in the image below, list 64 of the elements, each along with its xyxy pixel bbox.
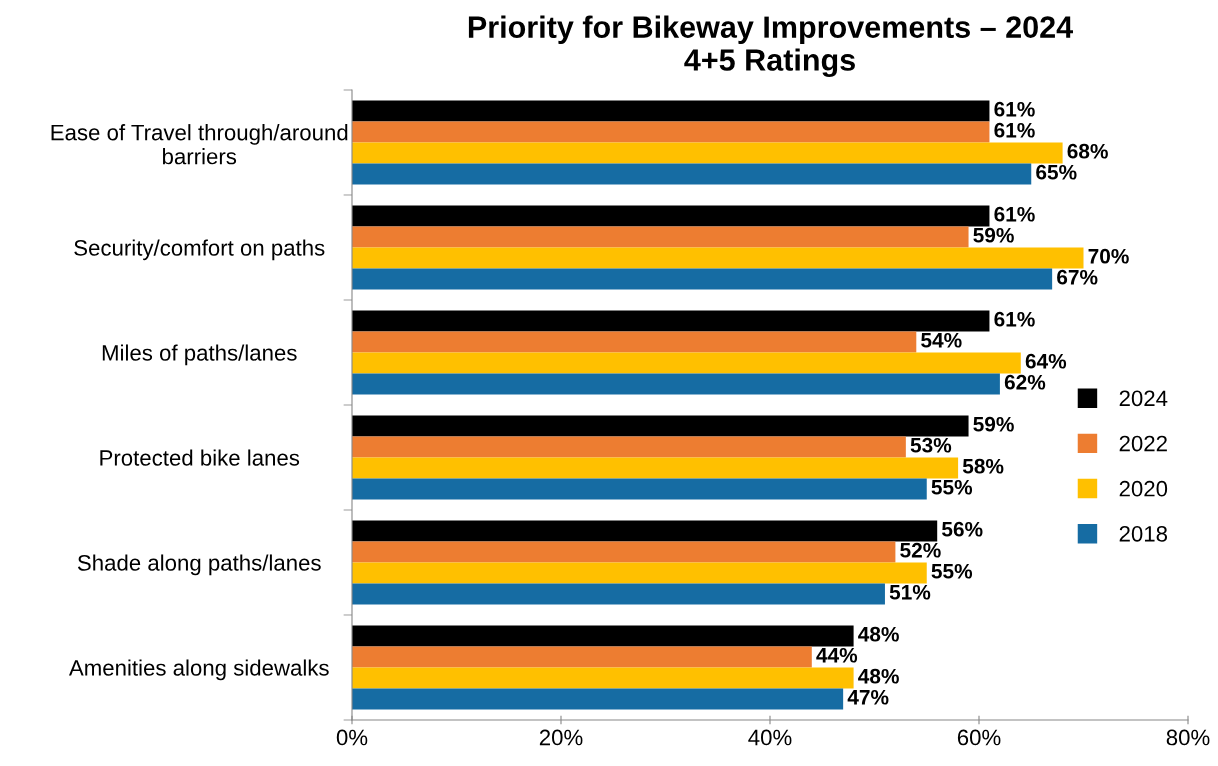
data-label: 61% <box>994 311 1035 327</box>
legend-label: 2022 <box>1119 435 1167 452</box>
y-tick-label: Protected bike lanes <box>100 449 300 466</box>
bar <box>352 478 927 500</box>
bar <box>352 688 844 710</box>
y-tick-label: Miles of paths/lanes <box>102 344 297 366</box>
bar <box>352 457 959 479</box>
bar <box>352 625 854 647</box>
legend-label: 2024 <box>1119 390 1168 407</box>
data-label: 65% <box>1036 164 1077 180</box>
bar <box>352 163 1032 185</box>
chart-title: Priority for Bikeway Improvements – 2024 4+5 Ratings <box>468 15 1073 78</box>
x-tick-label: 60% <box>957 729 1001 746</box>
data-label: 51% <box>889 584 931 600</box>
bar <box>352 268 1053 290</box>
data-label: 62% <box>1004 374 1046 390</box>
bar <box>352 121 990 143</box>
bar <box>352 667 854 689</box>
x-tick-label: 0% <box>336 729 368 746</box>
x-tick-label: 20% <box>539 729 583 746</box>
bar <box>352 541 896 563</box>
bar <box>352 562 927 584</box>
legend-label: 2018 <box>1119 525 1168 542</box>
data-label: 58% <box>962 458 1004 474</box>
bar <box>352 583 885 605</box>
bar <box>352 415 969 437</box>
data-label: 59% <box>973 227 1014 243</box>
data-label: 55% <box>931 479 973 495</box>
y-tick-label: Security/comfort on paths <box>74 239 325 261</box>
data-label: 68% <box>1067 143 1108 159</box>
bar <box>352 205 990 227</box>
data-label: 52% <box>900 542 941 558</box>
bar <box>352 646 812 668</box>
data-label: 44% <box>816 647 858 663</box>
bar <box>352 520 938 542</box>
data-label: 67% <box>1057 269 1098 285</box>
bar <box>352 100 990 122</box>
bar <box>352 310 990 332</box>
data-label: 64% <box>1025 353 1067 369</box>
x-tick-label: 40% <box>748 729 792 746</box>
data-label: 47% <box>847 689 889 705</box>
y-tick-label: Shade along paths/lanes <box>77 554 321 576</box>
data-label: 70% <box>1088 248 1129 264</box>
bar <box>352 436 906 458</box>
bar <box>352 226 969 248</box>
bar <box>352 247 1084 269</box>
data-label: 61% <box>994 206 1035 222</box>
data-label: 61% <box>994 122 1035 138</box>
bar <box>352 142 1063 164</box>
x-tick-label: 80% <box>1166 729 1210 746</box>
bar <box>352 373 1000 395</box>
data-label: 56% <box>942 521 983 537</box>
data-label: 53% <box>910 437 952 453</box>
bar <box>352 352 1021 374</box>
data-label: 59% <box>973 416 1014 432</box>
y-tick-label: Amenities along sidewalks <box>68 659 329 681</box>
data-label: 48% <box>858 626 899 642</box>
data-label: 61% <box>994 101 1035 117</box>
data-label: 55% <box>931 563 973 579</box>
data-label: 48% <box>858 668 899 684</box>
legend-label: 2020 <box>1119 480 1168 497</box>
bar <box>352 331 917 353</box>
y-tick-label: Ease of Travel through/around barriers <box>51 124 348 165</box>
data-label: 54% <box>921 332 962 348</box>
